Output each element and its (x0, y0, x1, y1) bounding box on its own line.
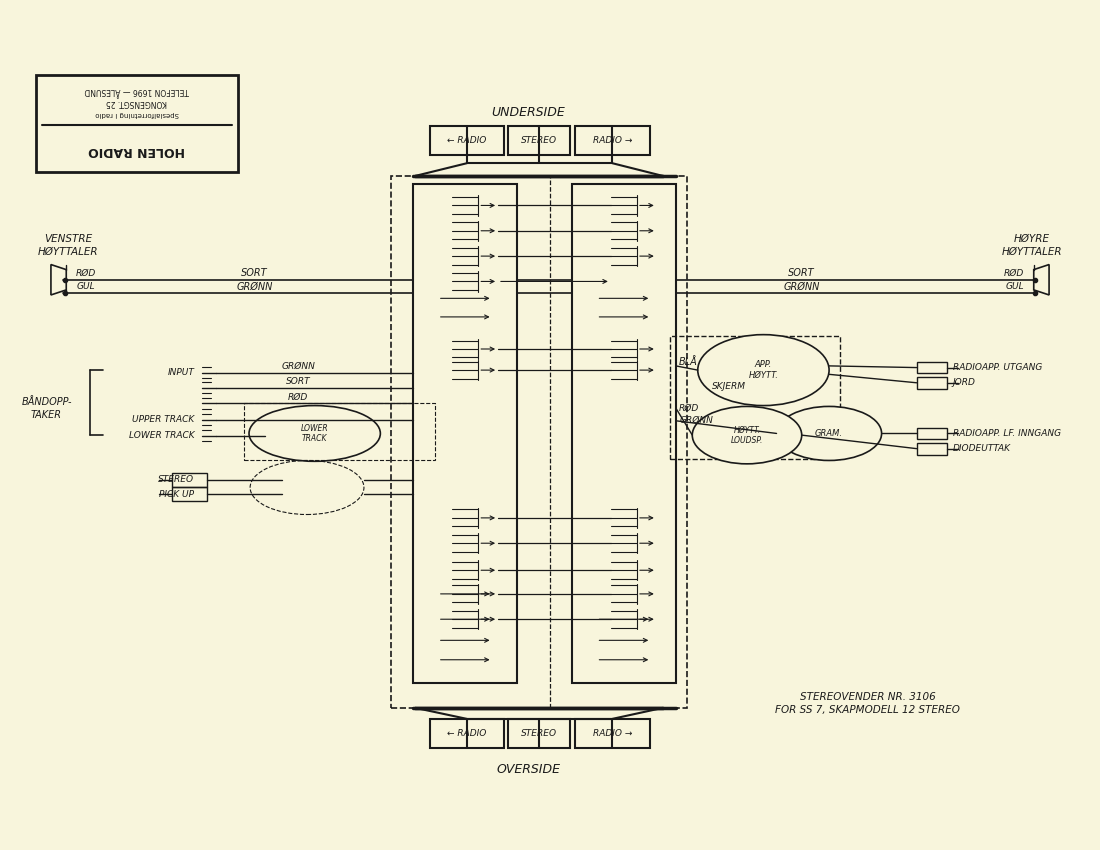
Text: SORT: SORT (241, 268, 267, 278)
Text: TELEFON 1696 — ÅLESUND: TELEFON 1696 — ÅLESUND (85, 86, 189, 95)
Text: GRØNN: GRØNN (679, 416, 713, 425)
Bar (916, 361, 947, 373)
Bar (173, 473, 208, 487)
Bar (916, 377, 947, 388)
Text: RØD: RØD (288, 393, 308, 402)
Text: VENSTRE: VENSTRE (44, 235, 92, 244)
Text: PICK UP: PICK UP (160, 490, 195, 499)
Text: RADIO →: RADIO → (593, 136, 632, 144)
Bar (173, 488, 208, 501)
Ellipse shape (692, 406, 802, 464)
Text: ← RADIO: ← RADIO (447, 136, 486, 144)
Bar (430, 719, 504, 748)
Text: ← RADIO: ← RADIO (447, 728, 486, 738)
Text: UPPER TRACK: UPPER TRACK (132, 416, 195, 424)
Bar (430, 126, 504, 155)
Text: RADIO →: RADIO → (593, 728, 632, 738)
Text: BÅNDOPP-: BÅNDOPP- (21, 397, 72, 407)
Text: OVERSIDE: OVERSIDE (496, 763, 560, 776)
Text: STEREOVENDER NR. 3106: STEREOVENDER NR. 3106 (800, 692, 935, 702)
Bar (916, 443, 947, 455)
Bar (575, 126, 650, 155)
Text: LOWER
TRACK: LOWER TRACK (301, 424, 329, 443)
Text: SKJERM: SKJERM (712, 382, 746, 392)
Bar (670, 337, 840, 459)
Text: GUL: GUL (76, 282, 95, 291)
Text: Spesialforretning i radio: Spesialforretning i radio (95, 111, 178, 117)
Text: RADIOAPP. UTGANG: RADIOAPP. UTGANG (953, 363, 1042, 372)
Bar (243, 403, 436, 461)
Text: JORD: JORD (953, 378, 976, 388)
Text: INPUT: INPUT (167, 368, 195, 377)
Bar (508, 126, 570, 155)
Bar (508, 719, 570, 748)
Text: GUL: GUL (1005, 282, 1024, 291)
Text: HØYRE: HØYRE (1013, 235, 1049, 244)
Bar (392, 176, 686, 708)
Bar (414, 184, 517, 683)
Text: STEREO: STEREO (521, 136, 557, 144)
Text: HØYTT.
LOUDSP.: HØYTT. LOUDSP. (730, 426, 763, 445)
Bar (572, 184, 675, 683)
Text: SORT: SORT (789, 268, 815, 278)
Bar (916, 428, 947, 439)
Text: GRØNN: GRØNN (282, 362, 316, 371)
Bar (35, 75, 238, 172)
Text: RØD: RØD (76, 269, 97, 277)
Text: HØYTTALER: HØYTTALER (39, 246, 99, 257)
Ellipse shape (697, 335, 829, 405)
Text: HOLEN RADIO: HOLEN RADIO (88, 144, 185, 157)
Text: HØYTTALER: HØYTTALER (1001, 246, 1062, 257)
Text: GRØNN: GRØNN (783, 281, 820, 292)
Text: GRAM.: GRAM. (815, 429, 843, 438)
Text: KONGENSGT. 25: KONGENSGT. 25 (107, 98, 167, 107)
Text: TAKER: TAKER (31, 410, 62, 420)
Text: LOWER TRACK: LOWER TRACK (129, 432, 195, 440)
Bar (575, 719, 650, 748)
Text: APP.
HØYTT.: APP. HØYTT. (748, 360, 779, 380)
Ellipse shape (249, 405, 381, 462)
Text: BLÅ: BLÅ (679, 357, 697, 366)
Text: FOR SS 7, SKAPMODELL 12 STEREO: FOR SS 7, SKAPMODELL 12 STEREO (776, 705, 960, 715)
Text: STEREO: STEREO (158, 475, 195, 484)
Text: RADIOAPP. LF. INNGANG: RADIOAPP. LF. INNGANG (953, 429, 1060, 438)
Text: UNDERSIDE: UNDERSIDE (492, 106, 565, 119)
Text: DIODEUTTAK: DIODEUTTAK (953, 445, 1011, 453)
Text: GRØNN: GRØNN (236, 281, 273, 292)
Text: STEREO: STEREO (521, 728, 557, 738)
Text: SORT: SORT (286, 377, 310, 387)
Ellipse shape (777, 406, 881, 461)
Text: RØD: RØD (1003, 269, 1024, 277)
Text: RØD: RØD (679, 404, 700, 412)
